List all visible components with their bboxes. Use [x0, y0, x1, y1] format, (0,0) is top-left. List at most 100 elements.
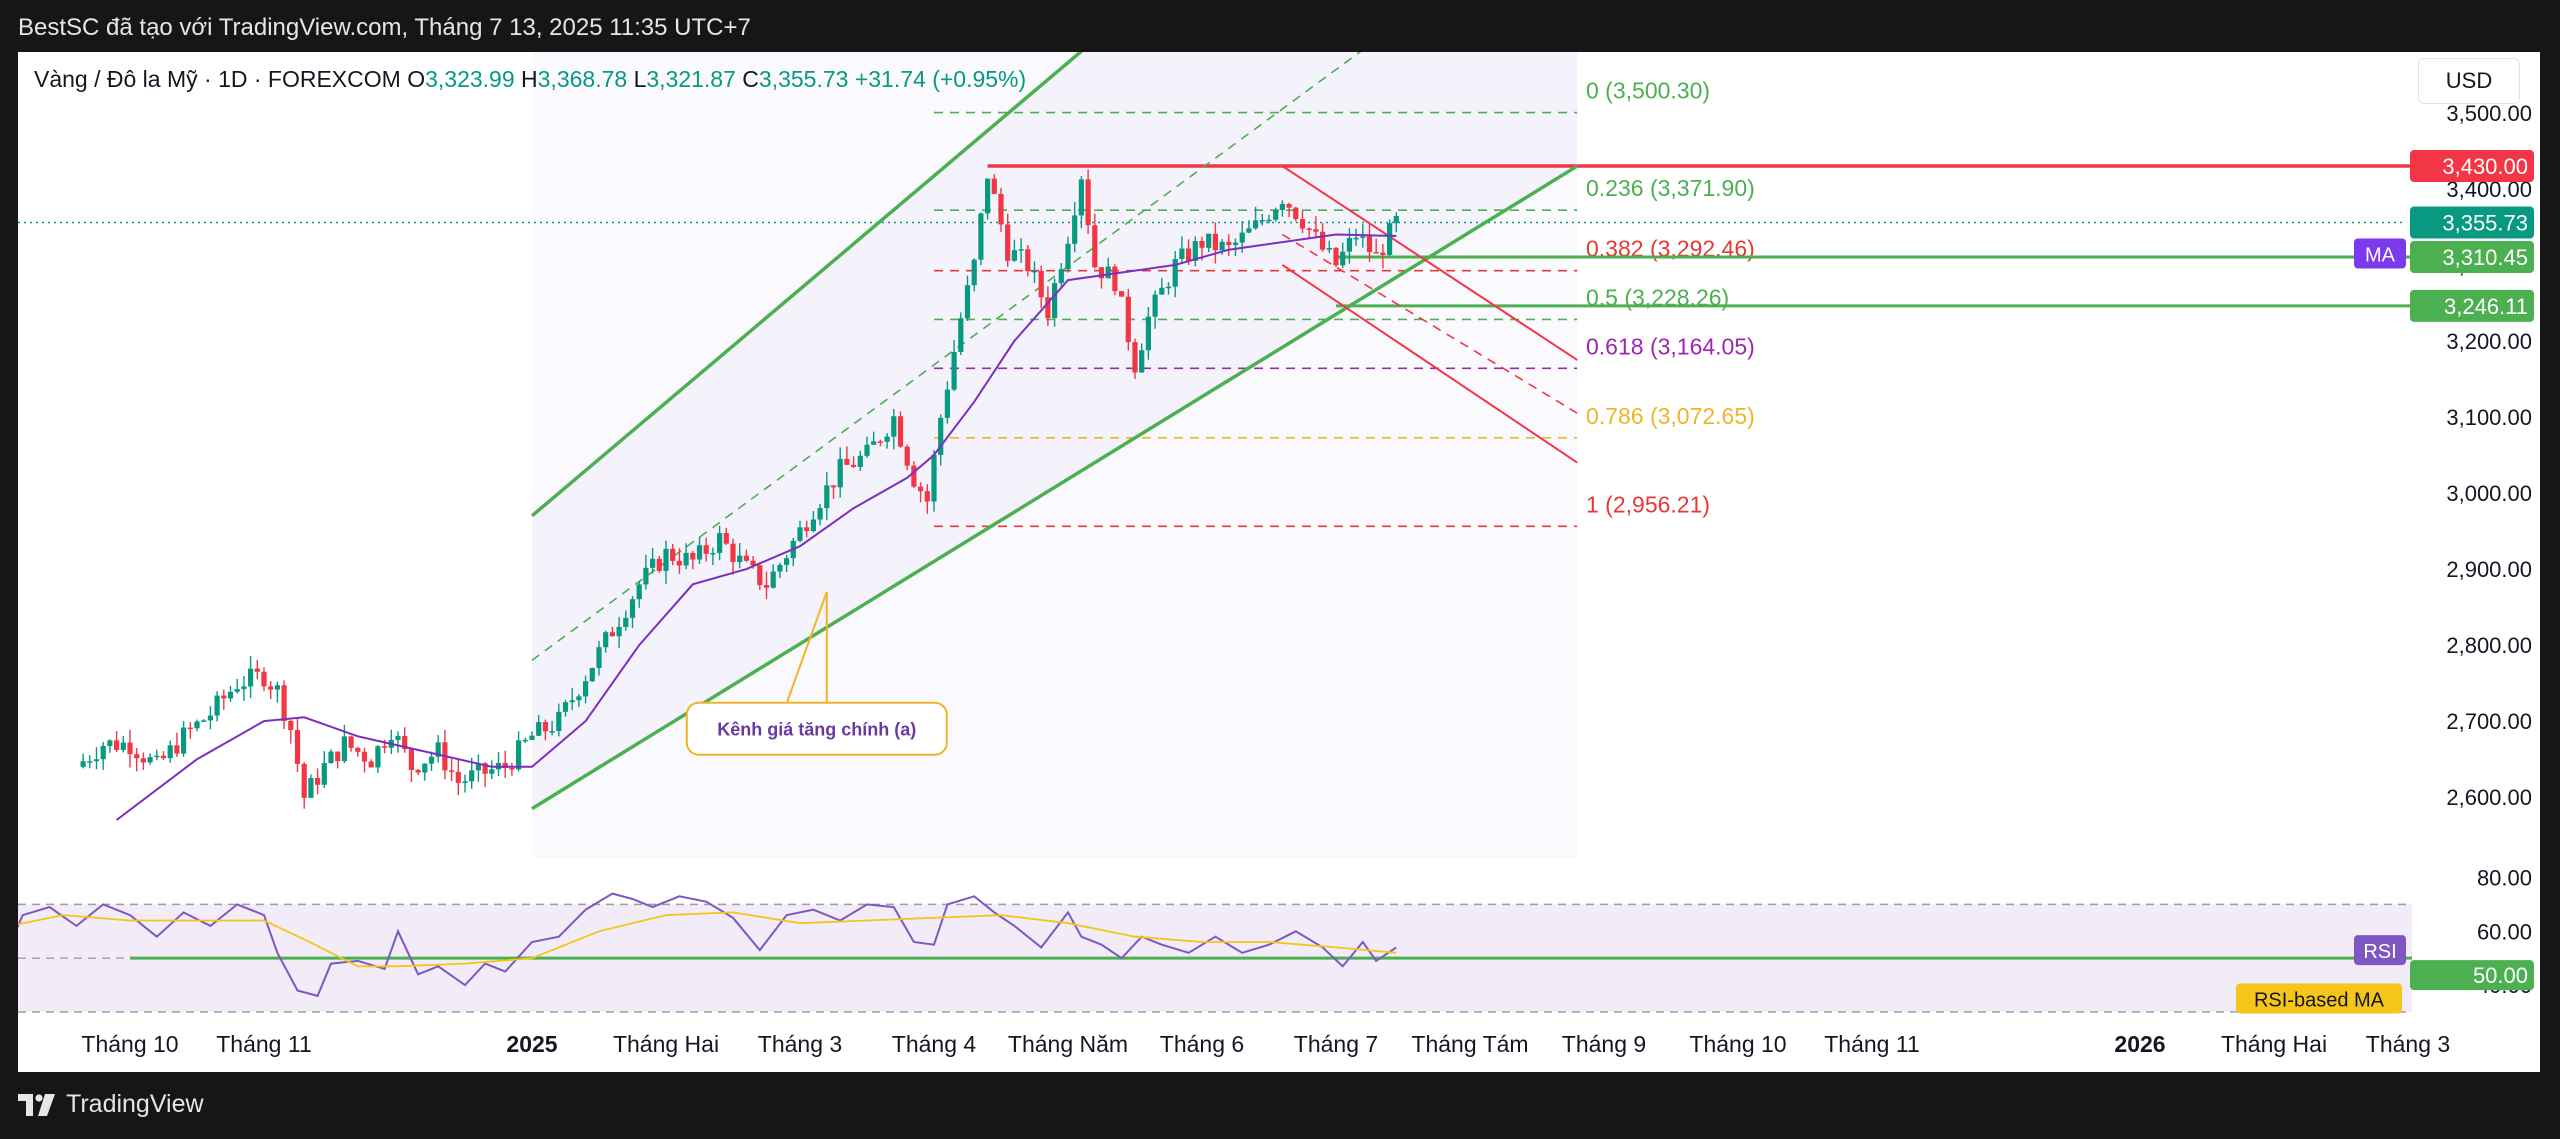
time-tick-label: Tháng Tám: [1411, 1031, 1528, 1057]
chart-area[interactable]: 0 (3,500.30) 0.236 (3,371.90) 0.382 (3,292…: [18, 52, 2540, 1072]
candle-body: [80, 761, 86, 767]
candle-body: [160, 755, 167, 759]
price-badge-label: 3,310.45: [2442, 245, 2528, 270]
candle-body: [643, 567, 649, 585]
candle-body: [455, 771, 461, 783]
candle-body: [227, 691, 234, 699]
rsi-tick-label: 80.00: [2477, 865, 2532, 890]
candle-body: [777, 564, 783, 572]
candle-body: [147, 757, 153, 763]
low-label: L: [633, 66, 647, 92]
time-tick-label: Tháng 6: [1160, 1031, 1244, 1057]
candle-body: [797, 527, 803, 541]
candle-body: [830, 485, 837, 488]
candle-body: [127, 742, 133, 755]
candle-body: [703, 545, 709, 554]
candle-body: [1172, 259, 1178, 287]
candle-body: [951, 351, 957, 390]
candle-body: [1186, 248, 1192, 261]
symbol-title[interactable]: Vàng / Đô la Mỹ · 1D · FOREXCOM: [34, 66, 401, 92]
candle-body: [911, 465, 917, 487]
candle-body: [737, 555, 743, 563]
rsi-ma-tag-label: RSI-based MA: [2254, 990, 2385, 1012]
candles: [80, 169, 1399, 809]
candle-body: [656, 558, 662, 571]
time-tick-label: Tháng Hai: [613, 1031, 719, 1057]
candle-body: [663, 548, 669, 571]
candle-body: [475, 763, 481, 771]
candle-body: [1326, 247, 1332, 250]
candle-body: [1025, 249, 1031, 272]
time-tick-label: Tháng 10: [1689, 1031, 1786, 1057]
candle-body: [355, 747, 361, 752]
candle-body: [221, 695, 227, 699]
candle-body: [944, 389, 950, 418]
candle-body: [308, 777, 314, 798]
ma-tag: [2354, 238, 2406, 269]
candle-body: [87, 761, 93, 763]
candle-body: [274, 685, 280, 690]
candle-body: [857, 455, 863, 467]
candle-body: [636, 584, 642, 600]
candle-body: [328, 751, 334, 764]
ohlc-legend: Vàng / Đô la Mỹ · 1D · FOREXCOM O3,323.9…: [34, 66, 1026, 93]
candle-body: [924, 491, 930, 502]
brand-name: TradingView: [66, 1090, 204, 1118]
candle-body: [234, 689, 240, 692]
candle-body: [248, 668, 254, 687]
trend-line-downtrend-lower: [1281, 264, 1578, 464]
candle-body: [1165, 286, 1172, 289]
candle-body: [1313, 229, 1319, 232]
candle-body: [174, 745, 180, 754]
open-value: 3,323.99: [425, 66, 515, 92]
candle-body: [1078, 179, 1084, 216]
candle-body: [241, 686, 247, 690]
candle-body: [368, 761, 374, 768]
candle-body: [1031, 270, 1038, 273]
candle-body: [214, 695, 220, 716]
candle-body: [1011, 250, 1017, 261]
time-tick-label: Tháng Năm: [1008, 1031, 1128, 1057]
price-tick-label: 3,100.00: [2446, 405, 2532, 430]
chart-svg[interactable]: 0 (3,500.30)0.236 (3,371.90)0.382 (3,292…: [18, 52, 2540, 1072]
candle-body: [1393, 216, 1399, 224]
candle-body: [1253, 220, 1259, 229]
candle-body: [1105, 266, 1111, 279]
rsi-tick-label: 60.00: [2477, 919, 2532, 944]
candle-body: [348, 736, 354, 748]
candle-body: [294, 730, 301, 764]
publish-caption: BestSC đã tạo với TradingView.com, Tháng…: [18, 14, 751, 41]
candle-body: [167, 745, 173, 759]
price-badge-label: 3,246.11: [2444, 294, 2528, 319]
candle-body: [1179, 248, 1185, 260]
candle-body: [562, 702, 569, 712]
candle-body: [784, 558, 790, 565]
candle-body: [1239, 232, 1245, 243]
candle-body: [341, 736, 347, 762]
price-badge: [2410, 240, 2534, 273]
change-value: +31.74 (+0.95%): [854, 66, 1027, 92]
high-label: H: [521, 66, 538, 92]
candle-body: [991, 178, 997, 194]
candle-body: [589, 667, 595, 682]
price-badge: [2410, 150, 2534, 183]
candle-body: [770, 571, 776, 588]
price-tick-label: 2,600.00: [2446, 785, 2532, 810]
candle-body: [140, 758, 146, 763]
candle-body: [623, 617, 629, 627]
candle-body: [100, 745, 106, 760]
candle-body: [422, 763, 428, 773]
candle-body: [549, 731, 555, 733]
candle-body: [469, 770, 475, 782]
candle-body: [1152, 294, 1158, 317]
currency-selector[interactable]: USD: [2418, 58, 2520, 104]
footer-brand[interactable]: TradingView: [18, 1090, 204, 1119]
fib-label-0.236: 0.236 (3,371.90): [1586, 175, 1755, 201]
rsi-tag-label: RSI: [2363, 941, 2396, 963]
candle-body: [1052, 283, 1058, 319]
price-tick-label: 2,900.00: [2446, 557, 2532, 582]
candle-body: [884, 436, 890, 442]
candle-body: [254, 668, 260, 672]
candle-body: [1353, 237, 1359, 240]
candle-body: [529, 735, 535, 740]
